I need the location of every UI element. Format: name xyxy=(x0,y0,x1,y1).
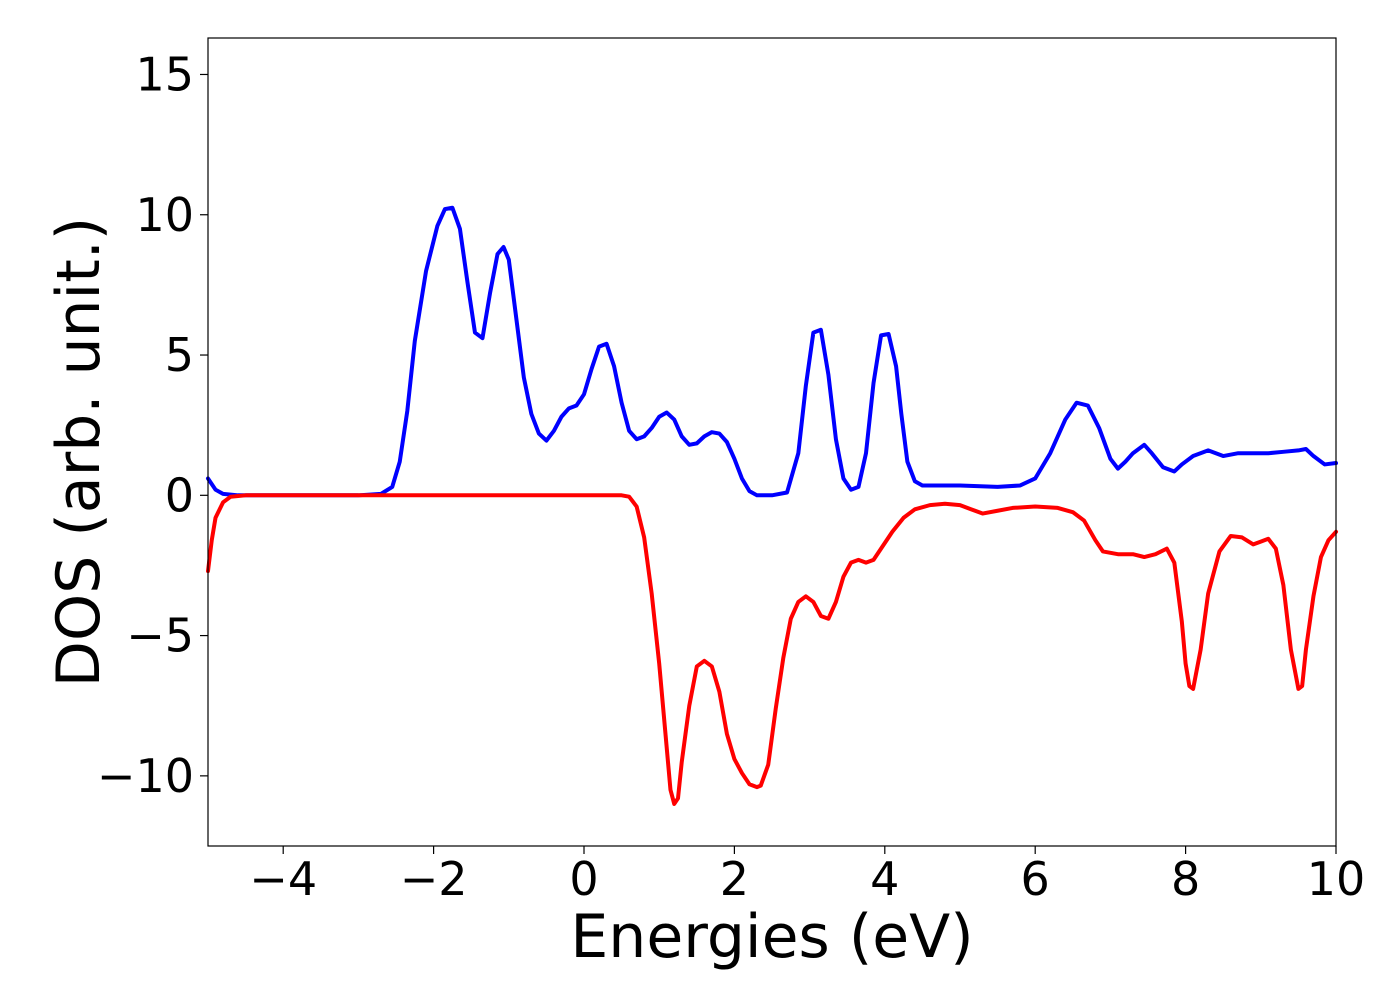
y-tick-label: 0 xyxy=(165,468,194,522)
x-tick-label: 10 xyxy=(1307,852,1366,906)
x-axis-label: Energies (eV) xyxy=(570,902,973,972)
y-tick-label: −10 xyxy=(97,749,194,803)
y-tick-label: 5 xyxy=(165,328,194,382)
x-tick-label: 0 xyxy=(569,852,598,906)
series-line-0 xyxy=(206,205,1338,498)
x-tick-label: −2 xyxy=(400,852,468,906)
series-layer xyxy=(206,205,1338,806)
y-tick-label: 10 xyxy=(135,188,194,242)
x-tick-label: −4 xyxy=(249,852,317,906)
ticks-layer: −4 −2 0 2 4 6 8 10 −10 −5 0 5 10 15 xyxy=(97,47,1365,906)
x-tick-label: 4 xyxy=(870,852,899,906)
x-tick-label: 8 xyxy=(1171,852,1200,906)
y-tick-label: −5 xyxy=(126,609,194,663)
y-tick-label: 15 xyxy=(135,47,194,101)
x-tick-label: 6 xyxy=(1021,852,1050,906)
y-axis-label: DOS (arb. unit.) xyxy=(44,217,114,687)
plot-frame xyxy=(207,37,1337,847)
x-tick-label: 2 xyxy=(720,852,749,906)
series-line-1 xyxy=(206,493,1338,806)
